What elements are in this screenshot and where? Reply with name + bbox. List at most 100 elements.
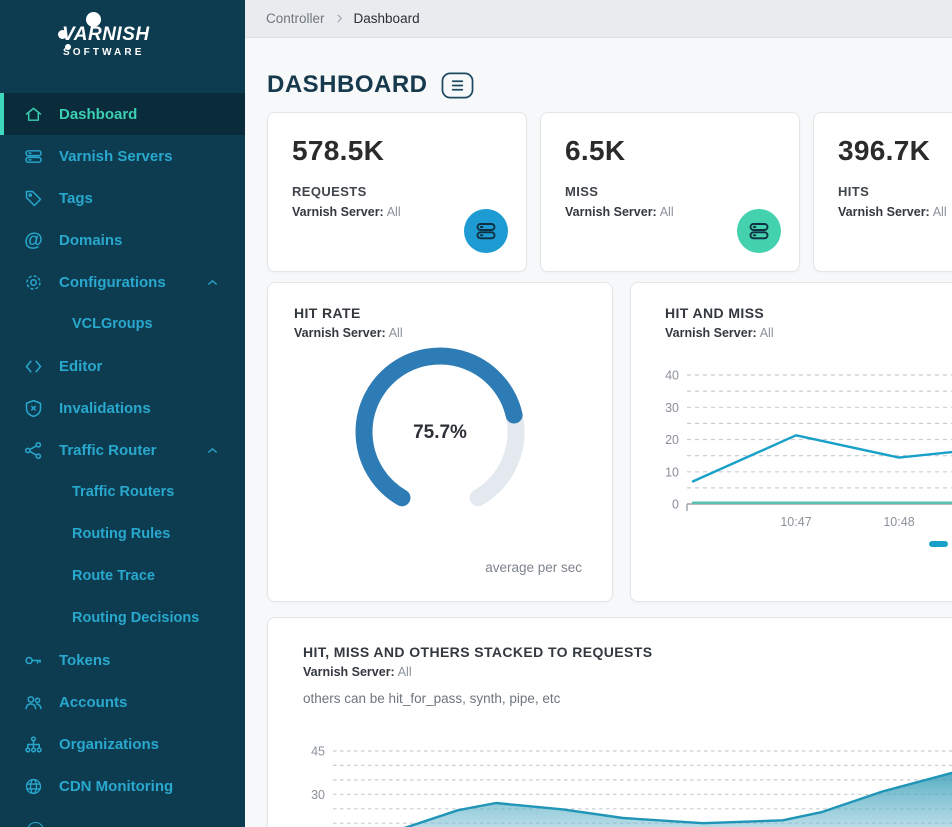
hits-stat-card: 396.7K HITS Varnish Server: All xyxy=(813,112,952,272)
hit-rate-gauge: 75.7% xyxy=(340,344,540,524)
at-icon: @ xyxy=(24,229,43,251)
card-note: others can be hit_for_pass, synth, pipe,… xyxy=(303,691,561,706)
miss-stat-card: 6.5K MISS Varnish Server: All xyxy=(540,112,800,272)
sidebar-item-routing-rules[interactable]: Routing Rules xyxy=(0,513,245,555)
sidebar-item-label: Routing Rules xyxy=(72,526,171,542)
sidebar-item-label: Invalidations xyxy=(59,399,151,417)
card-title: HIT AND MISS xyxy=(665,305,765,321)
stat-label: REQUESTS xyxy=(292,184,367,199)
servers-icon xyxy=(23,146,44,167)
svg-text:10: 10 xyxy=(665,465,679,479)
server-line: Varnish Server: All xyxy=(665,326,774,340)
sidebar-item-dashboard[interactable]: Dashboard xyxy=(0,93,245,135)
stacked-requests-card: HIT, MISS AND OTHERS STACKED TO REQUESTS… xyxy=(267,617,952,827)
share-network-icon xyxy=(23,440,44,461)
server-line: Varnish Server: All xyxy=(303,665,412,679)
svg-text:20: 20 xyxy=(665,433,679,447)
sidebar-item-label: Tokens xyxy=(59,651,111,669)
gauge-value-label: 75.7% xyxy=(413,422,467,443)
logo-bubble-icon xyxy=(65,44,71,50)
hit-and-miss-card: HIT AND MISS Varnish Server: All 0 10 20 30 4… xyxy=(630,282,952,602)
svg-text:45: 45 xyxy=(311,745,325,759)
sidebar-item-route-trace[interactable]: Route Trace xyxy=(0,555,245,597)
sidebar-item-routing-decisions[interactable]: Routing Decisions xyxy=(0,597,245,639)
stat-value: 578.5K xyxy=(292,135,385,166)
sidebar-item-traffic-router[interactable]: Traffic Router xyxy=(0,429,245,471)
sidebar-item-tags[interactable]: Tags xyxy=(0,177,245,219)
hit-rate-card: HIT RATE Varnish Server: All 75.7% averag… xyxy=(267,282,613,602)
sidebar-item-editor[interactable]: Editor xyxy=(0,345,245,387)
sidebar-item-organizations[interactable]: Organizations xyxy=(0,723,245,765)
sidebar-item-label: VCLGroups xyxy=(72,316,153,332)
sidebar-item-label: Tags xyxy=(59,189,93,207)
sidebar-item-label: Accounts xyxy=(59,693,128,711)
stat-label: MISS xyxy=(565,184,599,199)
tag-icon xyxy=(23,188,44,209)
logo-sub-text: SOFTWARE xyxy=(63,47,145,58)
breadcrumb-bar: Controller Dashboard xyxy=(245,0,952,38)
sidebar-item-accounts[interactable]: Accounts xyxy=(0,681,245,723)
sidebar-item-label: Dashboard xyxy=(59,105,138,123)
servers-icon xyxy=(464,209,508,253)
sidebar-item-configurations[interactable]: Configurations xyxy=(0,261,245,303)
sidebar-item-vclgroups[interactable]: VCLGroups xyxy=(0,303,245,345)
partial-next-item-icon xyxy=(27,822,44,827)
sidebar-item-tokens[interactable]: Tokens xyxy=(0,639,245,681)
key-icon xyxy=(23,650,44,671)
server-line: Varnish Server: All xyxy=(294,326,403,340)
sidebar-item-label: Varnish Servers xyxy=(59,147,173,165)
server-line: Varnish Server: All xyxy=(565,205,674,219)
logo-brand-text: VARNISH xyxy=(62,24,150,45)
stat-cards-row: 578.5K REQUESTS Varnish Server: All 6.5K … xyxy=(267,112,952,272)
users-icon xyxy=(23,692,44,713)
sidebar-item-label: Traffic Router xyxy=(59,441,157,459)
sidebar-item-traffic-routers[interactable]: Traffic Routers xyxy=(0,471,245,513)
sidebar-item-label: Configurations xyxy=(59,273,166,291)
gauge-footnote: average per sec xyxy=(485,560,582,575)
breadcrumb-dashboard: Dashboard xyxy=(353,11,420,26)
page-title-row: DASHBOARD xyxy=(267,71,952,99)
card-title: HIT RATE xyxy=(294,305,361,321)
sidebar-item-label: Organizations xyxy=(59,735,160,753)
dashboard-options-button[interactable] xyxy=(441,71,475,99)
sidebar-item-label: Route Trace xyxy=(72,568,155,584)
svg-text:10:47: 10:47 xyxy=(780,515,811,529)
dashboard-content: DASHBOARD 578.5K REQUESTS Varnish Server… xyxy=(245,38,952,827)
sidebar-item-varnish-servers[interactable]: Varnish Servers xyxy=(0,135,245,177)
server-line: Varnish Server: All xyxy=(292,205,401,219)
logo-bubble-icon xyxy=(58,30,67,39)
requests-stat-card: 578.5K REQUESTS Varnish Server: All xyxy=(267,112,527,272)
gear-icon xyxy=(23,272,44,293)
sidebar-item-cdn-monitoring[interactable]: CDN Monitoring xyxy=(0,765,245,807)
page-title: DASHBOARD xyxy=(267,71,428,98)
breadcrumb-controller[interactable]: Controller xyxy=(266,11,325,26)
globe-icon xyxy=(23,776,44,797)
sidebar-nav: Dashboard Varnish Servers Tags @ Domains xyxy=(0,93,245,807)
chevron-up-icon[interactable] xyxy=(206,276,219,289)
code-icon xyxy=(23,356,44,377)
sidebar-item-label: CDN Monitoring xyxy=(59,777,174,795)
svg-text:0: 0 xyxy=(672,498,679,512)
stat-label: HITS xyxy=(838,184,870,199)
hit-miss-line-chart: 0 10 20 30 40 10:47 10:48 xyxy=(665,369,952,547)
sidebar-item-invalidations[interactable]: Invalidations xyxy=(0,387,245,429)
chevron-right-icon xyxy=(334,13,345,24)
sidebar-item-label: Routing Decisions xyxy=(72,610,200,626)
chevron-up-icon[interactable] xyxy=(206,444,219,457)
stacked-area-chart: 45 30 xyxy=(311,745,952,827)
shield-x-icon xyxy=(23,398,44,419)
main-area: Controller Dashboard DASHBOARD 578.5K RE xyxy=(245,0,952,827)
sidebar-item-label: Domains xyxy=(59,231,123,249)
svg-text:30: 30 xyxy=(311,788,325,802)
card-title: HIT, MISS AND OTHERS STACKED TO REQUESTS xyxy=(303,644,653,660)
home-icon xyxy=(23,104,44,125)
stat-value: 6.5K xyxy=(565,135,626,166)
sidebar-item-domains[interactable]: @ Domains xyxy=(0,219,245,261)
varnish-software-logo: VARNISH SOFTWARE xyxy=(46,10,196,70)
svg-text:30: 30 xyxy=(665,401,679,415)
svg-text:10:48: 10:48 xyxy=(883,515,914,529)
gauge-chart xyxy=(355,347,525,507)
server-line: Varnish Server: All xyxy=(838,205,947,219)
list-lines-icon xyxy=(441,71,474,99)
